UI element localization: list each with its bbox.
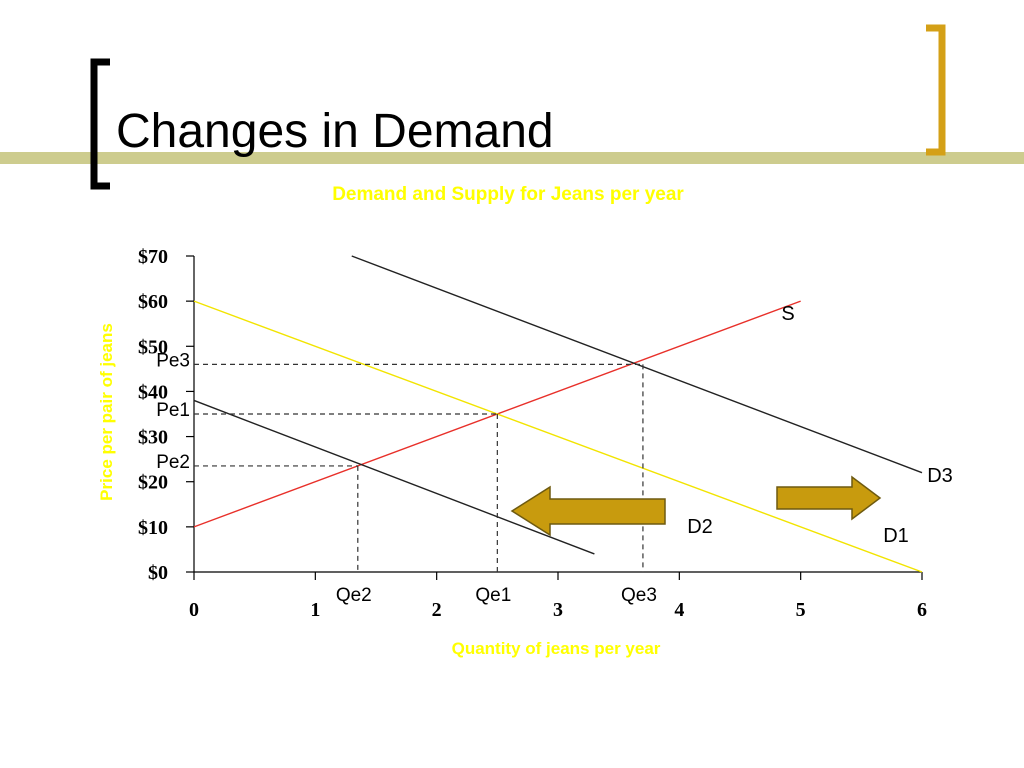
series-line-d1 [193,300,923,573]
x-tick-label: 2 [432,599,442,621]
series-label-s: S [781,303,794,325]
equilibrium-quantity-label: Qe1 [475,585,511,606]
y-tick-label: $40 [138,381,168,403]
left-bracket-icon [90,58,110,190]
plot-area: $0 $10 $20 $30 $40 $50 $60 $70 0 1 2 3 4 5 6 S D1 D2 D3 Pe3… [138,246,953,621]
title-underline-bar [0,152,1024,164]
equilibrium-price-label: Pe2 [156,452,190,473]
y-tick-label: $10 [138,517,168,539]
y-tick-label: $30 [138,427,168,449]
y-axis-label: Price per pair of jeans [97,323,116,501]
x-tick-label: 5 [796,599,806,621]
x-tick-label: 1 [310,599,320,621]
chart-title: Demand and Supply for Jeans per year [332,184,684,205]
left-arrow-icon [510,485,666,537]
page-title: Changes in Demand [116,105,554,158]
y-tick-label: $60 [138,291,168,313]
x-tick-label: 3 [553,599,563,621]
series-line-d2 [193,399,595,555]
x-tick-label: 6 [917,599,927,621]
x-axis-label: Quantity of jeans per year [452,639,661,658]
equilibrium-quantity-label: Qe3 [621,585,657,606]
series-label-d1: D1 [883,525,909,547]
y-tick-label: $50 [138,336,168,358]
y-tick-label: $70 [138,246,168,268]
series-label-d2: D2 [687,516,713,538]
equilibrium-price-label: Pe1 [156,400,190,421]
equilibrium-quantity-label: Qe2 [336,585,372,606]
right-arrow-icon [776,475,882,521]
y-tick-label: $0 [148,562,168,584]
x-tick-label: 0 [189,599,199,621]
x-tick-label: 4 [674,599,684,621]
series-label-d3: D3 [927,465,953,487]
right-bracket-icon [926,24,946,156]
equilibrium-price-label: Pe3 [156,350,190,371]
y-tick-label: $20 [138,472,168,494]
